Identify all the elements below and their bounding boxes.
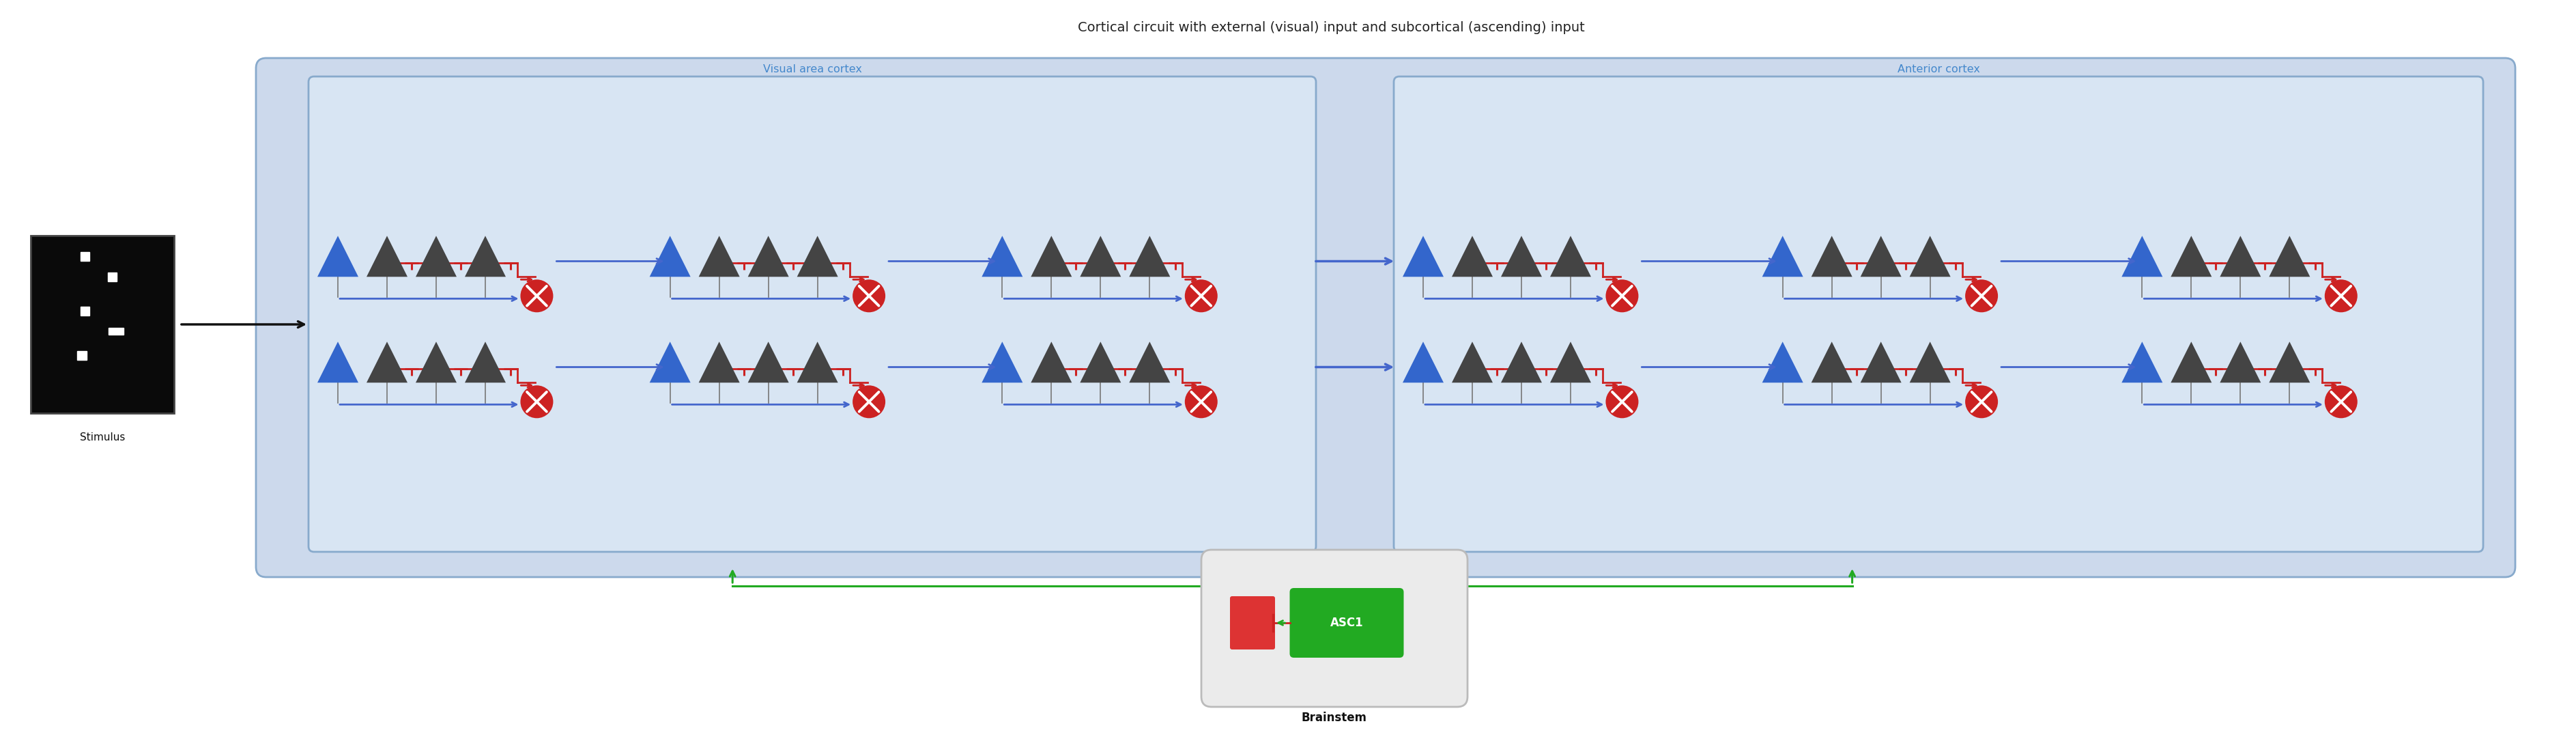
Polygon shape [2123, 342, 2164, 382]
Polygon shape [464, 236, 505, 277]
Circle shape [1965, 279, 1999, 312]
Bar [108, 328, 124, 335]
Polygon shape [1909, 342, 1950, 382]
Polygon shape [2123, 236, 2164, 277]
Polygon shape [317, 236, 358, 277]
Polygon shape [796, 342, 837, 382]
Circle shape [520, 279, 554, 312]
Polygon shape [1860, 236, 1901, 277]
FancyBboxPatch shape [1291, 588, 1404, 658]
Polygon shape [1453, 236, 1492, 277]
Circle shape [520, 385, 554, 418]
Bar [108, 272, 116, 281]
Polygon shape [366, 236, 407, 277]
Polygon shape [1762, 236, 1803, 277]
Polygon shape [1128, 236, 1170, 277]
Polygon shape [1079, 236, 1121, 277]
Circle shape [1185, 385, 1218, 418]
Polygon shape [1909, 236, 1950, 277]
Circle shape [2324, 385, 2357, 418]
Polygon shape [796, 236, 837, 277]
Polygon shape [698, 236, 739, 277]
FancyBboxPatch shape [309, 76, 1316, 552]
Polygon shape [1502, 236, 1543, 277]
Text: Anterior cortex: Anterior cortex [1899, 64, 1981, 75]
Text: Visual area cortex: Visual area cortex [762, 64, 863, 75]
Polygon shape [698, 342, 739, 382]
Circle shape [853, 385, 886, 418]
Text: Cortical circuit with external (visual) input and subcortical (ascending) input: Cortical circuit with external (visual) … [1077, 21, 1584, 34]
Polygon shape [1404, 342, 1443, 382]
FancyBboxPatch shape [1200, 550, 1468, 707]
Polygon shape [981, 236, 1023, 277]
Polygon shape [649, 236, 690, 277]
Polygon shape [747, 342, 788, 382]
Polygon shape [1030, 236, 1072, 277]
Polygon shape [415, 236, 456, 277]
Polygon shape [2172, 236, 2213, 277]
Circle shape [1605, 385, 1638, 418]
FancyBboxPatch shape [1229, 597, 1275, 649]
FancyBboxPatch shape [1394, 76, 2483, 552]
Polygon shape [2269, 236, 2311, 277]
Circle shape [1185, 279, 1218, 312]
Circle shape [1965, 385, 1999, 418]
FancyBboxPatch shape [255, 58, 2514, 577]
Polygon shape [1404, 236, 1443, 277]
Polygon shape [1811, 236, 1852, 277]
Polygon shape [1551, 236, 1592, 277]
Bar [80, 252, 90, 261]
Polygon shape [464, 342, 505, 382]
Polygon shape [747, 236, 788, 277]
Polygon shape [1453, 342, 1492, 382]
Polygon shape [1030, 342, 1072, 382]
Polygon shape [1079, 342, 1121, 382]
Polygon shape [1128, 342, 1170, 382]
Circle shape [2324, 279, 2357, 312]
Polygon shape [649, 342, 690, 382]
Polygon shape [415, 342, 456, 382]
Polygon shape [981, 342, 1023, 382]
Polygon shape [1502, 342, 1543, 382]
Polygon shape [1860, 342, 1901, 382]
Polygon shape [1551, 342, 1592, 382]
Bar [77, 350, 88, 359]
Polygon shape [2269, 342, 2311, 382]
Polygon shape [2221, 236, 2262, 277]
Text: Stimulus: Stimulus [80, 432, 126, 442]
Circle shape [853, 279, 886, 312]
Polygon shape [1762, 342, 1803, 382]
FancyBboxPatch shape [31, 236, 175, 413]
Bar [80, 306, 90, 315]
Polygon shape [2172, 342, 2213, 382]
Text: ASC1: ASC1 [1329, 617, 1363, 629]
Polygon shape [366, 342, 407, 382]
Text: Brainstem: Brainstem [1301, 711, 1368, 724]
Circle shape [1605, 279, 1638, 312]
Polygon shape [2221, 342, 2262, 382]
Polygon shape [317, 342, 358, 382]
Polygon shape [1811, 342, 1852, 382]
